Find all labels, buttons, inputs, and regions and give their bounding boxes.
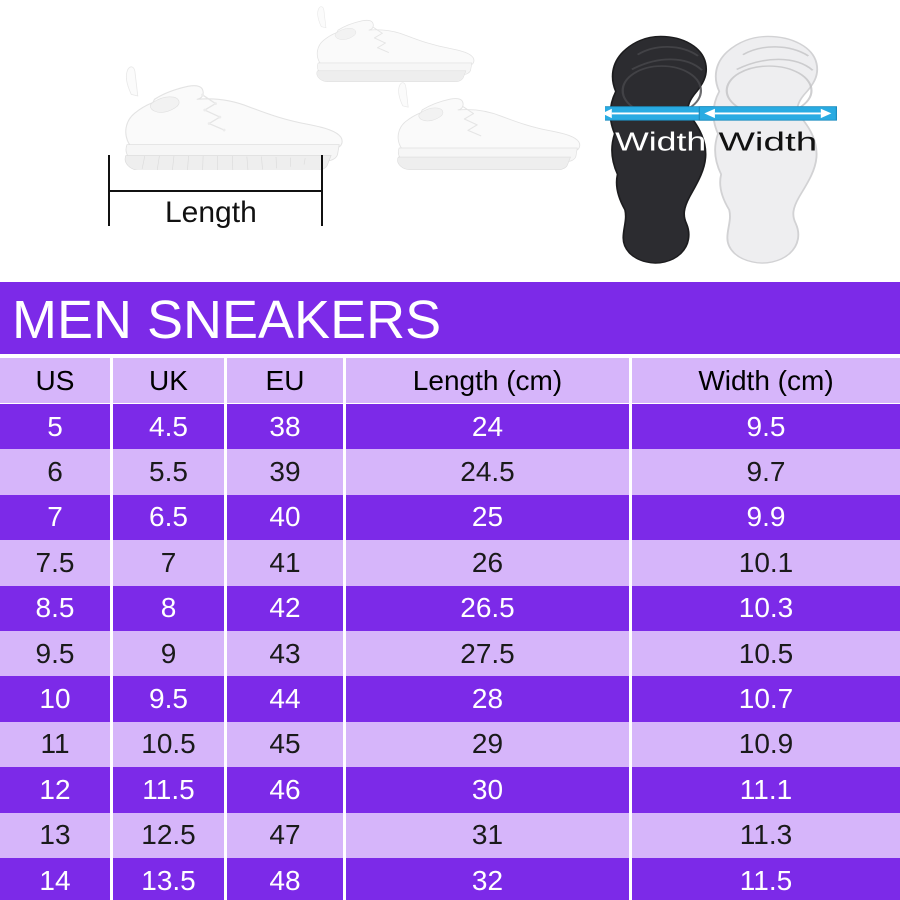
svg-text:Width: Width <box>615 127 706 156</box>
svg-text:Width: Width <box>718 127 817 156</box>
